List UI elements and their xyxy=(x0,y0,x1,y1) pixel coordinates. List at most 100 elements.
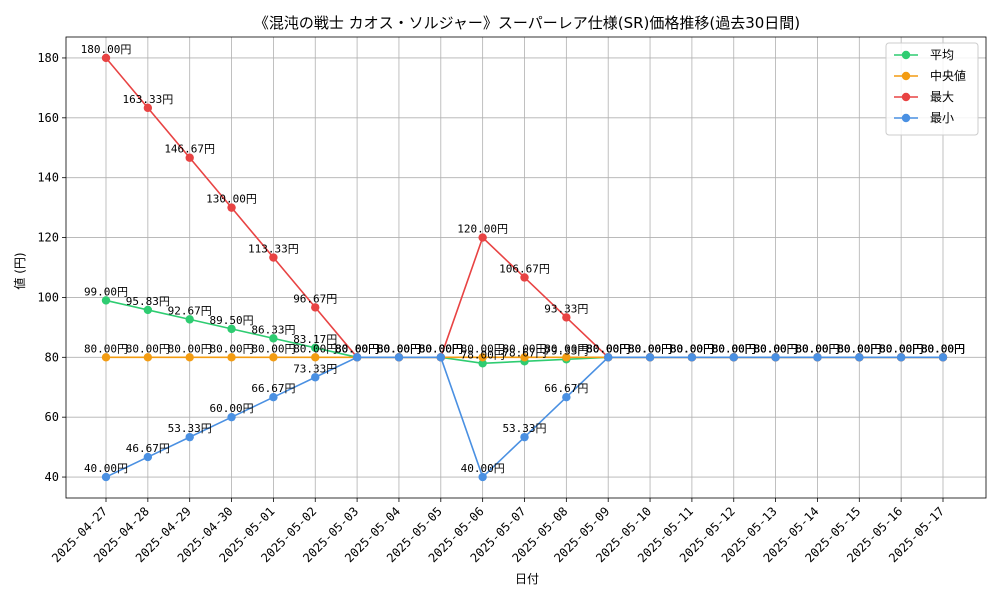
data-point xyxy=(185,315,194,324)
data-label: 53.33円 xyxy=(168,422,212,435)
data-label: 73.33円 xyxy=(293,362,337,375)
x-axis-label: 日付 xyxy=(515,572,539,586)
axes: 2025-04-272025-04-282025-04-292025-04-30… xyxy=(37,36,987,565)
data-label: 80.00円 xyxy=(712,342,756,355)
data-label: 66.67円 xyxy=(544,382,588,395)
legend-box xyxy=(885,42,979,136)
data-label: 80.00円 xyxy=(419,342,463,355)
data-point xyxy=(101,472,111,482)
data-label: 93.33円 xyxy=(544,302,588,315)
data-point xyxy=(227,353,236,362)
data-point xyxy=(436,353,445,362)
data-label: 80.00円 xyxy=(670,342,714,355)
data-label: 80.00円 xyxy=(754,342,798,355)
data-point xyxy=(729,353,738,362)
data-point xyxy=(143,353,153,362)
data-label: 80.00円 xyxy=(586,342,630,355)
data-point xyxy=(352,353,362,362)
data-point xyxy=(394,353,404,362)
y-tick-label: 40 xyxy=(45,470,59,484)
legend-entry-label: 最大 xyxy=(930,90,954,104)
data-point xyxy=(562,313,571,322)
y-axis-label: 値 (円) xyxy=(12,252,27,289)
y-tick-label: 140 xyxy=(37,171,59,185)
data-label: 80.00円 xyxy=(84,342,128,355)
data-label: 106.67円 xyxy=(499,262,550,275)
data-point xyxy=(185,153,194,162)
data-label: 80.00円 xyxy=(879,342,923,355)
data-label: 120.00円 xyxy=(457,223,508,236)
data-point xyxy=(143,305,153,315)
data-label: 80.00円 xyxy=(921,342,965,355)
data-label: 80.00円 xyxy=(209,342,253,355)
data-label: 146.67円 xyxy=(164,143,215,156)
data-label: 80.00円 xyxy=(377,342,421,355)
data-label: 80.00円 xyxy=(837,342,881,355)
data-point xyxy=(520,273,529,282)
data-label: 80.00円 xyxy=(335,342,379,355)
data-point xyxy=(562,353,571,362)
data-label: 80.00円 xyxy=(419,342,463,355)
data-point xyxy=(311,343,320,353)
data-label: 80.00円 xyxy=(795,342,839,355)
data-label: 80.00円 xyxy=(670,342,714,355)
data-label: 80.00円 xyxy=(126,342,170,355)
data-label: 80.00円 xyxy=(544,342,588,355)
data-label: 80.00円 xyxy=(837,342,881,355)
plot-frame xyxy=(65,36,987,499)
data-label: 80.00円 xyxy=(754,342,798,355)
data-point xyxy=(227,324,236,334)
y-tick-label: 80 xyxy=(45,350,59,364)
chart-title: 《混沌の戦士 カオス・ソルジャー》スーパーレア仕様(SR)価格推移(過去30日間… xyxy=(254,14,800,32)
data-label: 163.33円 xyxy=(122,93,173,106)
data-point xyxy=(185,353,194,362)
data-point xyxy=(896,353,906,362)
data-point xyxy=(520,432,529,442)
data-label: 92.67円 xyxy=(168,304,212,317)
data-label: 80.00円 xyxy=(419,342,463,355)
legend-entry-label: 中央値 xyxy=(930,68,966,83)
data-label: 86.33円 xyxy=(251,323,295,336)
data-label: 80.00円 xyxy=(377,342,421,355)
data-point xyxy=(269,393,278,402)
legend-swatch-marker xyxy=(901,71,911,81)
data-label: 80.00円 xyxy=(921,342,965,355)
data-label: 80.00円 xyxy=(837,342,881,355)
data-label: 80.00円 xyxy=(628,342,672,355)
data-label: 80.00円 xyxy=(377,342,421,355)
data-point xyxy=(478,472,487,482)
data-label: 80.00円 xyxy=(251,342,295,355)
data-label: 89.50円 xyxy=(209,314,253,327)
data-label: 80.00円 xyxy=(335,342,379,355)
legend-swatch-marker xyxy=(901,50,911,60)
data-point xyxy=(855,353,864,362)
data-point xyxy=(143,452,153,462)
data-labels: 99.00円95.83円92.67円89.50円86.33円83.17円80.0… xyxy=(81,43,965,475)
data-label: 80.00円 xyxy=(712,342,756,355)
y-tick-label: 120 xyxy=(37,231,59,245)
data-label: 80.00円 xyxy=(168,342,212,355)
data-label: 130.00円 xyxy=(206,193,257,206)
data-label: 40.00円 xyxy=(84,462,128,475)
data-point xyxy=(604,353,613,362)
data-point xyxy=(311,373,320,382)
data-label: 80.00円 xyxy=(921,342,965,355)
data-point xyxy=(269,253,278,262)
data-label: 80.00円 xyxy=(502,342,546,355)
data-point xyxy=(269,334,278,343)
data-point xyxy=(938,353,948,362)
legend-swatch-marker xyxy=(901,113,911,123)
data-label: 80.00円 xyxy=(377,342,421,355)
data-point xyxy=(311,353,320,362)
data-label: 60.00円 xyxy=(209,402,253,415)
data-label: 80.00円 xyxy=(754,342,798,355)
data-label: 80.00円 xyxy=(586,342,630,355)
data-point xyxy=(813,353,822,362)
data-point xyxy=(101,296,111,305)
data-label: 80.00円 xyxy=(879,342,923,355)
data-point xyxy=(562,393,571,402)
data-label: 113.33円 xyxy=(248,243,299,256)
data-label: 80.00円 xyxy=(335,342,379,355)
